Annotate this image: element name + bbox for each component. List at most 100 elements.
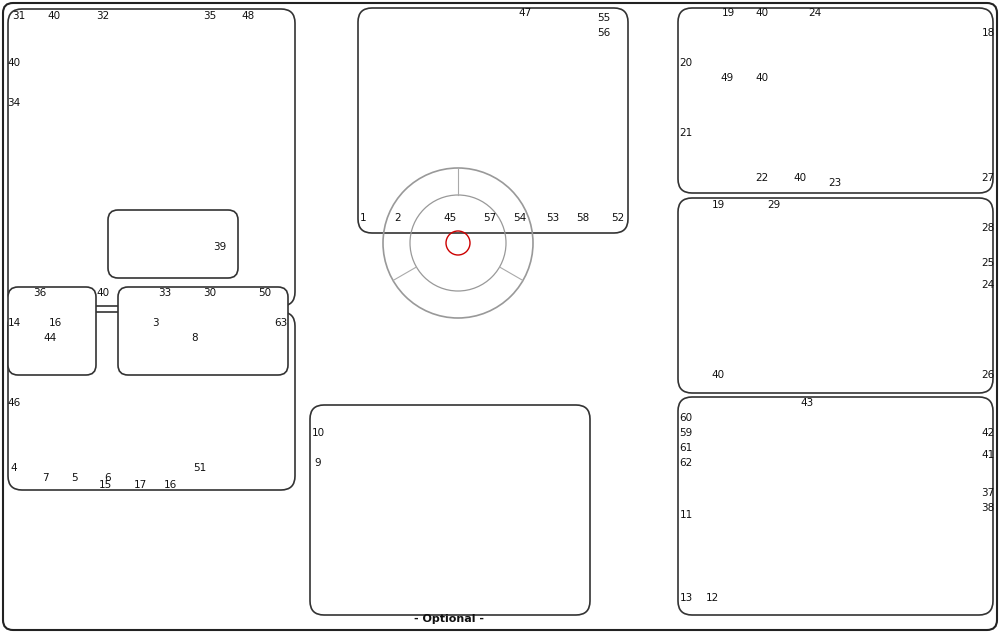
Text: 42: 42 xyxy=(981,428,995,438)
Text: 50: 50 xyxy=(258,288,272,298)
Text: 21: 21 xyxy=(679,128,693,138)
FancyBboxPatch shape xyxy=(3,3,997,630)
Text: 43: 43 xyxy=(800,398,814,408)
Text: 40: 40 xyxy=(711,370,725,380)
Text: R: R xyxy=(500,296,543,350)
Text: 36: 36 xyxy=(33,288,47,298)
Bar xyxy=(730,355,744,369)
Bar xyxy=(674,243,688,257)
Text: 28: 28 xyxy=(981,223,995,233)
Text: 52: 52 xyxy=(611,213,625,223)
FancyBboxPatch shape xyxy=(358,8,628,233)
Text: 10: 10 xyxy=(311,428,325,438)
Text: 40: 40 xyxy=(96,288,110,298)
Text: T: T xyxy=(436,344,463,382)
Text: 49: 49 xyxy=(720,73,734,83)
Text: O: O xyxy=(462,296,509,350)
Bar xyxy=(660,313,674,327)
Text: 5: 5 xyxy=(72,473,78,483)
Text: 59: 59 xyxy=(679,428,693,438)
Bar xyxy=(688,285,702,299)
Bar xyxy=(772,285,786,299)
Bar xyxy=(702,243,716,257)
Text: 37: 37 xyxy=(981,488,995,498)
Text: 12: 12 xyxy=(705,593,719,603)
Text: C: C xyxy=(310,296,351,350)
Bar xyxy=(702,355,716,369)
Bar xyxy=(744,257,758,271)
Bar xyxy=(702,271,716,285)
Bar xyxy=(772,313,786,327)
Bar xyxy=(744,369,758,383)
Text: 40: 40 xyxy=(47,11,61,21)
Bar xyxy=(674,355,688,369)
Text: - Optional -: - Optional - xyxy=(414,614,484,624)
Text: 6: 6 xyxy=(105,473,111,483)
Bar xyxy=(660,369,674,383)
FancyBboxPatch shape xyxy=(678,8,993,193)
Text: 40: 40 xyxy=(793,173,807,183)
Text: 22: 22 xyxy=(755,173,769,183)
FancyBboxPatch shape xyxy=(678,198,993,393)
Text: 23: 23 xyxy=(828,178,842,188)
Bar xyxy=(744,313,758,327)
Text: 8: 8 xyxy=(192,333,198,343)
Text: 3: 3 xyxy=(152,318,158,328)
Text: 60: 60 xyxy=(679,413,693,423)
Text: 56: 56 xyxy=(597,28,611,38)
Bar xyxy=(772,369,786,383)
Text: S: S xyxy=(468,344,496,382)
Text: 15: 15 xyxy=(98,480,112,490)
Bar xyxy=(660,341,674,355)
Text: 20: 20 xyxy=(679,58,693,68)
Bar xyxy=(730,299,744,313)
Text: 46: 46 xyxy=(7,398,21,408)
Text: 13: 13 xyxy=(679,593,693,603)
Text: 33: 33 xyxy=(158,288,172,298)
Bar xyxy=(674,327,688,341)
Text: 7: 7 xyxy=(42,473,48,483)
FancyBboxPatch shape xyxy=(8,312,295,490)
FancyBboxPatch shape xyxy=(118,287,288,375)
Text: 57: 57 xyxy=(483,213,497,223)
Text: 24: 24 xyxy=(808,8,822,18)
Bar xyxy=(744,285,758,299)
Bar xyxy=(660,285,674,299)
Text: 44: 44 xyxy=(43,333,57,343)
Bar xyxy=(758,355,772,369)
Bar xyxy=(716,257,730,271)
Bar xyxy=(758,271,772,285)
Text: 27: 27 xyxy=(981,173,995,183)
Text: 1: 1 xyxy=(360,213,366,223)
Bar xyxy=(758,299,772,313)
Polygon shape xyxy=(385,338,535,573)
Bar xyxy=(716,341,730,355)
Text: 2: 2 xyxy=(395,213,401,223)
FancyBboxPatch shape xyxy=(310,405,590,615)
Text: 63: 63 xyxy=(274,318,288,328)
Bar xyxy=(702,327,716,341)
Text: 34: 34 xyxy=(7,98,21,108)
Bar xyxy=(688,313,702,327)
Bar xyxy=(758,243,772,257)
Bar xyxy=(660,257,674,271)
Text: 55: 55 xyxy=(597,13,611,23)
Text: 38: 38 xyxy=(981,503,995,513)
Text: 29: 29 xyxy=(767,200,781,210)
Bar xyxy=(688,257,702,271)
FancyBboxPatch shape xyxy=(8,287,96,375)
Bar xyxy=(730,243,744,257)
Text: 58: 58 xyxy=(576,213,590,223)
Text: 16: 16 xyxy=(163,480,177,490)
Text: 40: 40 xyxy=(7,58,21,68)
Text: 47: 47 xyxy=(518,8,532,18)
Text: 62: 62 xyxy=(679,458,693,468)
Text: 53: 53 xyxy=(546,213,560,223)
Text: A: A xyxy=(348,296,391,350)
Text: 11: 11 xyxy=(679,510,693,520)
Text: 19: 19 xyxy=(711,200,725,210)
Text: 51: 51 xyxy=(193,463,207,473)
Bar xyxy=(702,299,716,313)
Text: 19: 19 xyxy=(721,8,735,18)
Text: 24: 24 xyxy=(981,280,995,290)
